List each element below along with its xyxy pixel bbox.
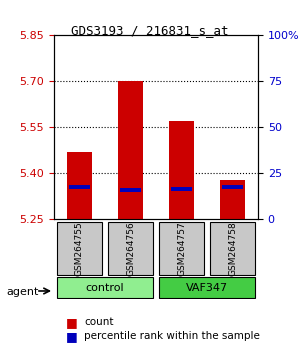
Bar xyxy=(169,121,194,219)
Text: percentile rank within the sample: percentile rank within the sample xyxy=(84,331,260,341)
Bar xyxy=(220,179,245,219)
FancyBboxPatch shape xyxy=(210,222,256,275)
Bar xyxy=(120,188,141,192)
Text: GDS3193 / 216831_s_at: GDS3193 / 216831_s_at xyxy=(71,24,229,36)
Text: control: control xyxy=(86,282,124,293)
FancyBboxPatch shape xyxy=(56,277,154,298)
Bar xyxy=(171,187,192,191)
Text: ■: ■ xyxy=(66,330,78,343)
Bar xyxy=(67,152,92,219)
Text: ■: ■ xyxy=(66,316,78,329)
Text: GSM264755: GSM264755 xyxy=(75,221,84,276)
FancyBboxPatch shape xyxy=(159,222,205,275)
Bar xyxy=(69,185,90,189)
Text: VAF347: VAF347 xyxy=(186,282,228,293)
Text: GSM264757: GSM264757 xyxy=(177,221,186,276)
Text: count: count xyxy=(84,317,113,327)
Text: GSM264758: GSM264758 xyxy=(228,221,237,276)
Bar xyxy=(222,185,243,189)
Text: GSM264756: GSM264756 xyxy=(126,221,135,276)
FancyBboxPatch shape xyxy=(108,222,154,275)
FancyBboxPatch shape xyxy=(56,222,103,275)
FancyBboxPatch shape xyxy=(159,277,256,298)
Bar xyxy=(118,81,143,219)
Text: agent: agent xyxy=(6,287,38,297)
